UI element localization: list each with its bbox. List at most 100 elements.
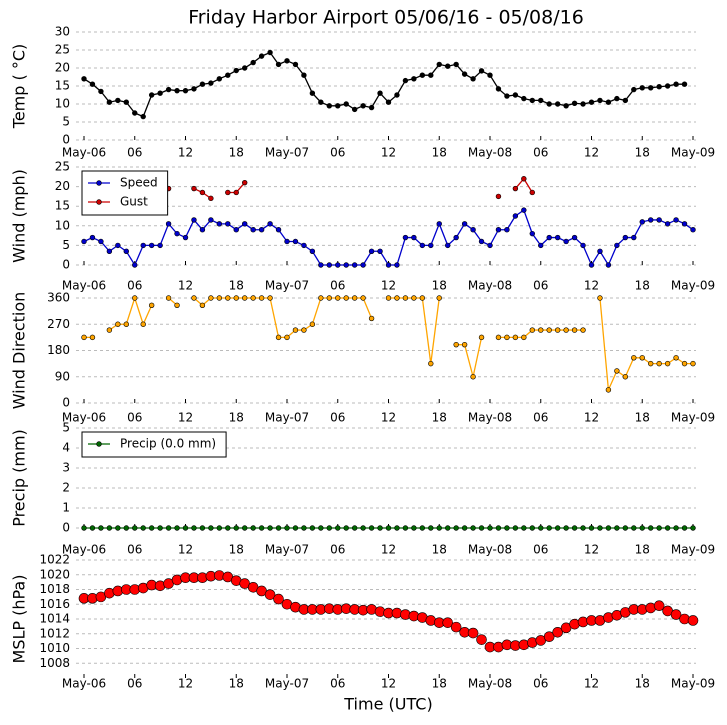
y-tick-label: 0 [62, 396, 70, 410]
data-point [521, 525, 527, 531]
data-point [199, 81, 206, 87]
data-point [529, 230, 535, 237]
x-tick-label: 06 [330, 677, 345, 691]
data-point [639, 355, 645, 361]
y-tick-label: 0 [62, 521, 70, 535]
data-point [687, 615, 699, 626]
data-point [98, 88, 104, 95]
data-point [673, 217, 679, 223]
data-point [309, 90, 316, 96]
x-tick-label: 12 [584, 146, 599, 160]
data-point [467, 627, 479, 639]
x-tick-label: May-06 [62, 543, 106, 557]
y-tick-label: 20 [55, 179, 70, 193]
data-point [208, 525, 214, 531]
data-point [631, 234, 637, 241]
data-point [436, 61, 442, 68]
data-point [411, 234, 417, 241]
y-tick-label: 4 [62, 441, 70, 455]
data-point [554, 234, 561, 241]
x-tick-label: May-07 [265, 677, 309, 691]
data-point [174, 87, 180, 94]
y-tick-label: 1010 [39, 641, 70, 655]
x-tick-label: May-07 [265, 411, 309, 425]
data-point [191, 185, 197, 192]
data-point [98, 238, 104, 245]
data-point [335, 295, 341, 301]
data-point [521, 176, 527, 182]
y-tick-label: 180 [47, 343, 70, 357]
data-point [360, 262, 366, 268]
data-point [250, 227, 256, 233]
data-point [470, 227, 476, 233]
x-tick-label: 18 [635, 146, 650, 160]
data-point [453, 525, 459, 531]
data-point [504, 525, 510, 531]
data-point [326, 262, 332, 268]
data-point [445, 525, 451, 531]
data-point [233, 295, 239, 301]
data-point [639, 219, 645, 225]
series-line [83, 209, 694, 267]
data-point [631, 525, 637, 531]
legend-label: Gust [120, 195, 148, 209]
data-point [512, 185, 519, 192]
data-point [605, 262, 612, 268]
data-point [428, 72, 434, 78]
data-point [182, 234, 189, 241]
data-point [495, 525, 502, 531]
data-point [419, 72, 426, 78]
data-point [273, 593, 284, 605]
data-point [132, 525, 138, 531]
data-point [580, 242, 586, 249]
data-point [614, 242, 620, 249]
x-tick-label: 06 [533, 146, 548, 160]
x-tick-label: 12 [178, 411, 193, 425]
data-point [368, 525, 375, 531]
x-tick-label: 12 [381, 543, 396, 557]
data-point [275, 227, 282, 233]
legend-marker [96, 441, 102, 447]
y-tick-label: 1020 [39, 567, 70, 581]
data-point [242, 221, 248, 227]
data-point [123, 321, 129, 327]
data-point [478, 525, 485, 531]
data-point [639, 525, 645, 531]
data-point [284, 238, 290, 245]
data-point [292, 238, 299, 245]
data-point [552, 626, 563, 638]
data-point [242, 295, 248, 301]
data-point [267, 295, 273, 301]
x-tick-label: 06 [127, 411, 142, 425]
data-point [360, 525, 366, 531]
data-point [377, 90, 383, 96]
data-point [504, 93, 510, 99]
data-point [563, 103, 569, 109]
data-point [115, 97, 121, 104]
data-point [191, 217, 197, 223]
x-tick-label: 18 [432, 677, 447, 691]
data-point [368, 104, 375, 111]
data-point [165, 86, 172, 93]
data-point [461, 525, 468, 531]
data-point [411, 525, 417, 531]
data-point [301, 72, 307, 78]
data-point [115, 525, 121, 531]
data-point [445, 63, 451, 69]
data-point [476, 634, 487, 645]
data-point [385, 262, 392, 268]
data-point [132, 262, 138, 268]
data-point [301, 525, 307, 531]
data-point [402, 77, 409, 84]
data-point [174, 302, 180, 308]
data-point [225, 525, 231, 531]
data-point [554, 101, 561, 107]
data-point [597, 295, 603, 301]
x-tick-label: 12 [381, 411, 396, 425]
x-tick-label: 12 [178, 677, 193, 691]
x-tick-label: 12 [584, 543, 599, 557]
y-tick-label: 360 [47, 291, 70, 305]
data-point [563, 327, 569, 333]
data-point [148, 92, 155, 98]
